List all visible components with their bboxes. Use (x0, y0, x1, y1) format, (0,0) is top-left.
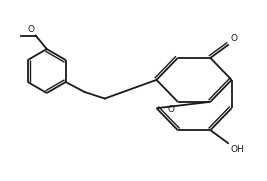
Text: O: O (27, 25, 34, 34)
Text: OH: OH (230, 145, 244, 154)
Text: O: O (230, 34, 237, 43)
Text: O: O (168, 105, 175, 114)
